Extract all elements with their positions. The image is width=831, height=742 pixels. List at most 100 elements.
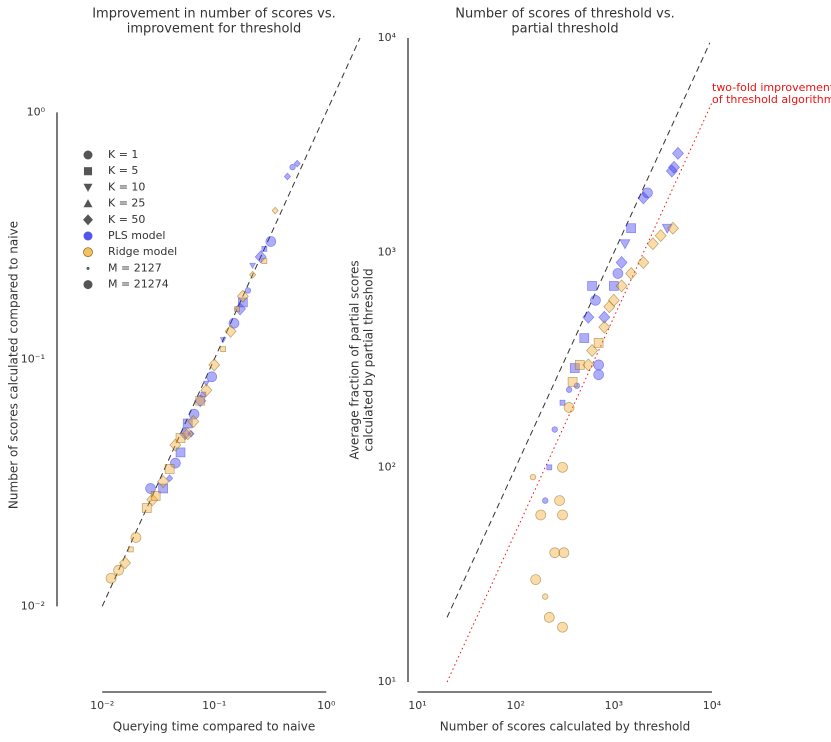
- data-point: [557, 509, 568, 521]
- data-point: [202, 380, 210, 387]
- data-point: [261, 246, 268, 252]
- data-point: [271, 206, 279, 215]
- y-tick-label: 10⁰: [27, 105, 46, 118]
- data-point: [293, 159, 301, 168]
- data-point: [582, 358, 595, 372]
- data-point: [236, 289, 249, 303]
- data-point: [127, 546, 134, 553]
- y-tick-label: 10³: [378, 246, 396, 259]
- data-point: [141, 503, 152, 513]
- data-point: [671, 146, 684, 160]
- data-point: [254, 250, 267, 264]
- data-point: [244, 287, 252, 294]
- legend-label: Ridge model: [108, 245, 177, 258]
- data-point: [535, 509, 547, 521]
- x-axis-label: Querying time compared to naive: [113, 720, 316, 734]
- data-point: [170, 457, 181, 469]
- data-point: [668, 160, 680, 174]
- legend-marker: [83, 231, 93, 241]
- data-point: [157, 475, 170, 489]
- chart-title: Improvement in number of scores vs.: [92, 7, 336, 22]
- data-point: [558, 547, 570, 559]
- y-tick-label: 10⁴: [378, 31, 397, 44]
- data-point: [234, 306, 240, 312]
- data-point: [612, 268, 624, 279]
- y-tick-label: 10²: [378, 460, 396, 473]
- data-point: [619, 239, 631, 250]
- x-tick-label: 10⁰: [317, 699, 336, 712]
- legend-marker: [86, 266, 90, 270]
- data-point: [551, 426, 558, 433]
- data-point: [542, 497, 549, 504]
- y-axis-label: Average fraction of partial scores: [348, 260, 362, 459]
- data-point: [666, 221, 679, 235]
- data-point: [265, 236, 277, 247]
- legend-marker: [83, 199, 93, 208]
- y-tick-label: 10⁻¹: [21, 352, 45, 365]
- legend-marker: [83, 214, 93, 226]
- data-point: [220, 346, 226, 352]
- data-point: [557, 461, 568, 473]
- legend-label: K = 1: [108, 148, 138, 161]
- data-point: [587, 281, 597, 291]
- data-point: [224, 324, 237, 338]
- data-point: [195, 395, 206, 406]
- chart-title: Number of scores of threshold vs.: [455, 7, 674, 22]
- chart-title: partial threshold: [511, 22, 618, 37]
- data-point: [150, 491, 161, 501]
- data-point: [608, 281, 619, 291]
- data-point: [625, 266, 638, 280]
- y-tick-label: 10¹: [378, 675, 396, 688]
- data-point: [164, 464, 175, 474]
- data-point: [200, 383, 213, 397]
- data-point: [637, 191, 650, 205]
- legend-label: K = 50: [108, 213, 145, 226]
- legend-marker: [83, 167, 93, 176]
- x-axis-label: Number of scores calculated by threshold: [440, 720, 690, 734]
- data-point: [563, 402, 575, 413]
- data-point: [261, 258, 268, 264]
- data-point: [208, 358, 221, 372]
- data-point: [187, 429, 195, 438]
- data-point: [146, 493, 159, 507]
- data-point: [188, 408, 200, 420]
- data-point: [546, 464, 553, 471]
- data-point: [158, 483, 169, 494]
- data-point: [593, 369, 604, 381]
- data-point: [626, 223, 636, 234]
- data-point: [105, 572, 117, 584]
- data-point: [574, 360, 585, 370]
- data-point: [569, 363, 580, 373]
- annotation: of threshold algorithm: [712, 93, 831, 106]
- legend-label: M = 21274: [108, 278, 169, 291]
- legend-marker: [83, 183, 93, 192]
- data-point: [145, 483, 156, 494]
- reference-line: [446, 42, 711, 618]
- data-point: [615, 279, 628, 293]
- data-point: [565, 386, 573, 393]
- x-tick-label: 10⁻²: [90, 699, 114, 712]
- data-point: [113, 564, 124, 576]
- x-tick-label: 10⁴: [703, 699, 722, 712]
- data-point: [582, 310, 595, 324]
- data-point: [607, 293, 620, 307]
- data-point: [283, 172, 291, 181]
- annotation: two-fold improvement: [712, 81, 831, 94]
- data-point: [593, 338, 604, 348]
- data-point: [187, 415, 200, 429]
- data-point: [194, 394, 207, 408]
- data-point: [543, 612, 555, 623]
- data-point: [549, 547, 561, 559]
- data-point: [130, 532, 142, 543]
- legend-marker: [83, 247, 93, 257]
- legend-label: M = 2127: [108, 261, 162, 274]
- data-point: [289, 163, 296, 171]
- data-point: [249, 262, 256, 269]
- data-point: [200, 391, 207, 398]
- x-tick-label: 10¹: [408, 699, 426, 712]
- data-point: [249, 270, 257, 279]
- data-point: [590, 294, 601, 306]
- data-point: [175, 433, 186, 443]
- data-point: [554, 495, 565, 506]
- x-tick-label: 10⁻¹: [202, 699, 226, 712]
